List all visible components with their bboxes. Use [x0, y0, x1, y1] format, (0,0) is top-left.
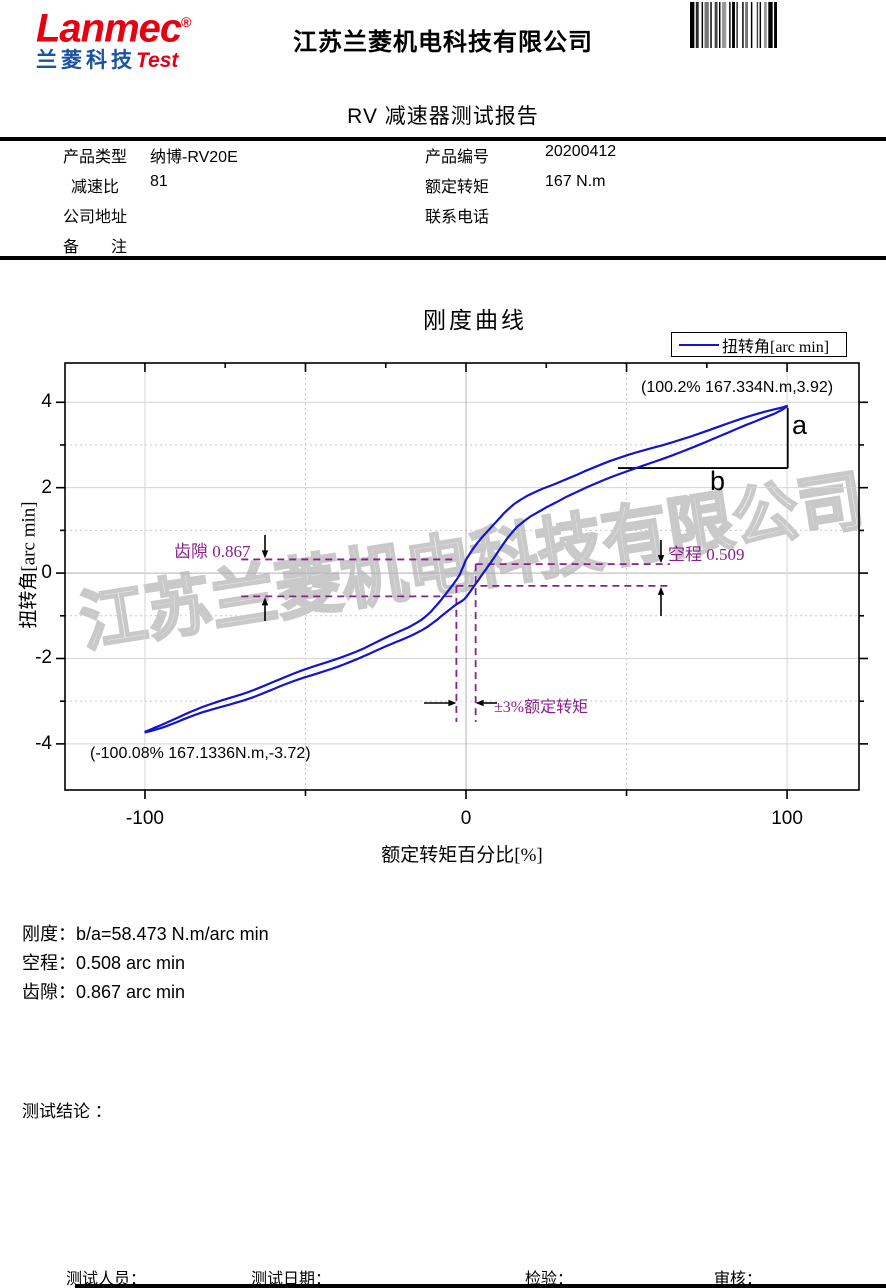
field-label: 产品类型 — [62, 149, 127, 166]
annotation-endpoint-high: (100.2% 167.334N.m,3.92) — [641, 379, 834, 396]
annotation-lost-motion: 空程 0.509 — [668, 545, 745, 564]
result-stiffness: 刚度：b/a=58.473 N.m/arc min — [22, 924, 269, 944]
field-value: 20200412 — [545, 143, 617, 160]
field-label: 公司地址 — [62, 209, 127, 226]
footer-inspect-label: 检验： — [525, 1271, 574, 1288]
annotation-endpoint-low: (-100.08% 167.1336N.m,-3.72) — [90, 745, 311, 762]
annotation-slope-a: a — [792, 410, 808, 440]
legend-label: 扭转角[arc min] — [722, 338, 830, 356]
tick-label: -2 — [35, 647, 52, 669]
table-row: 减速比 81 额定转矩 167 N.m — [0, 173, 886, 203]
tick-label: 4 — [41, 391, 52, 413]
footer-date-label: 测试日期： — [251, 1271, 332, 1288]
x-axis-label: 额定转矩百分比[%] — [381, 845, 543, 866]
tick-label: 100 — [771, 808, 803, 829]
field-value: 167 N.m — [545, 173, 606, 190]
field-label: 备 注 — [62, 239, 127, 256]
tick-label: 2 — [41, 476, 52, 498]
footer-tester-label: 测试人员： — [66, 1271, 147, 1288]
chart-title: 刚度曲线 — [423, 308, 527, 333]
result-lost-motion: 空程：0.508 arc min — [22, 953, 186, 973]
table-row: 公司地址 联系电话 — [0, 203, 886, 233]
plot-canvas — [56, 362, 868, 799]
tick-label: -4 — [35, 732, 52, 754]
lanmec-logo: Lanmec® 兰菱科技Test — [36, 2, 256, 73]
divider-table-bottom — [0, 256, 886, 260]
registered-mark-icon: ® — [181, 14, 191, 30]
field-label: 联系电话 — [425, 209, 490, 226]
tick-label: 0 — [41, 562, 52, 584]
field-value: 81 — [150, 173, 168, 190]
tick-label: -100 — [125, 808, 164, 829]
tick-label: 0 — [460, 808, 472, 829]
conclusion-label: 测试结论 ： — [22, 1102, 112, 1121]
divider-bottom — [75, 1284, 886, 1288]
annotation-rated-band: ±3%额定转矩 — [494, 699, 589, 716]
field-value: 纳博-RV20E — [150, 149, 238, 166]
footer-audit-label: 审核： — [714, 1271, 763, 1288]
result-backlash: 齿隙：0.867 arc min — [22, 982, 186, 1002]
barcode — [690, 2, 777, 48]
report-title: RV 减速器测试报告 — [347, 105, 539, 128]
field-label: 额定转矩 — [425, 179, 490, 196]
legend-line-sample — [679, 343, 719, 346]
divider-top — [0, 137, 886, 141]
field-label: 产品编号 — [425, 149, 490, 166]
annotation-slope-b: b — [710, 466, 726, 496]
annotation-backlash: 齿隙 0.867 — [174, 542, 251, 561]
table-row: 备 注 — [0, 233, 886, 263]
table-row: 产品类型 纳博-RV20E 产品编号 20200412 — [0, 143, 886, 173]
field-label: 减速比 — [70, 179, 119, 196]
company-name: 江苏兰菱机电科技有限公司 — [293, 29, 593, 56]
logo-subtitle: 兰菱科技Test — [36, 49, 179, 73]
brand-wordmark: Lanmec® — [36, 6, 192, 51]
chart-legend: 扭转角[arc min] — [671, 332, 847, 357]
